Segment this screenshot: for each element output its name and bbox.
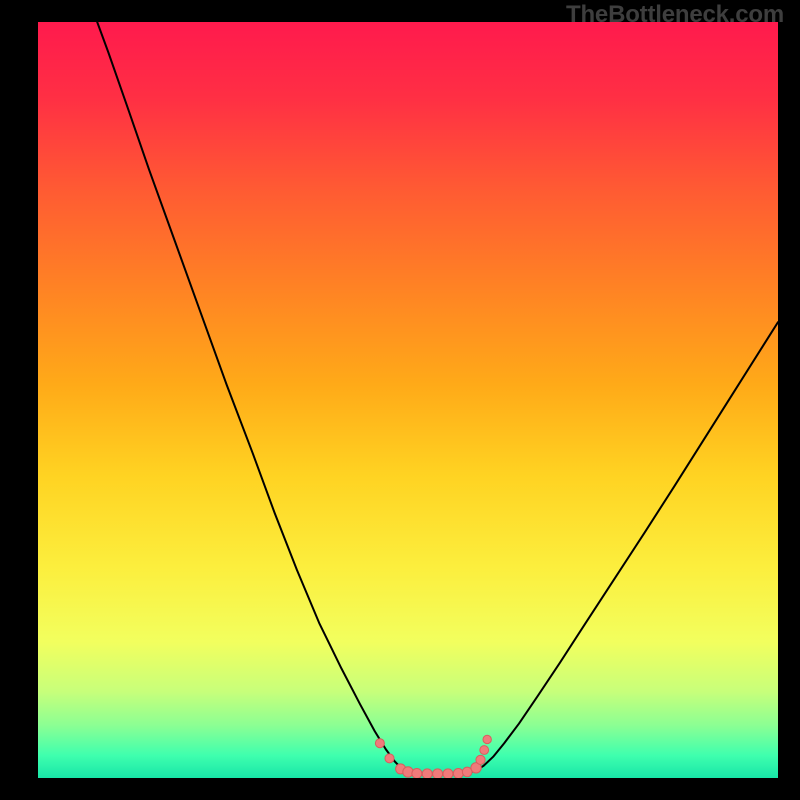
curve-marker bbox=[385, 754, 394, 763]
curve-marker bbox=[375, 739, 384, 748]
curve-marker bbox=[483, 735, 491, 743]
watermark-text: TheBottleneck.com bbox=[566, 1, 784, 29]
curve-marker bbox=[433, 769, 443, 778]
curve-marker bbox=[453, 768, 463, 778]
curve-marker bbox=[412, 768, 422, 778]
curve-marker bbox=[480, 746, 489, 755]
chart-frame: TheBottleneck.com bbox=[0, 0, 800, 800]
gradient-background bbox=[38, 22, 778, 778]
curve-marker bbox=[422, 769, 432, 778]
curve-marker bbox=[443, 769, 453, 778]
curve-marker bbox=[476, 755, 485, 764]
plot-area bbox=[38, 22, 778, 778]
plot-svg bbox=[38, 22, 778, 778]
